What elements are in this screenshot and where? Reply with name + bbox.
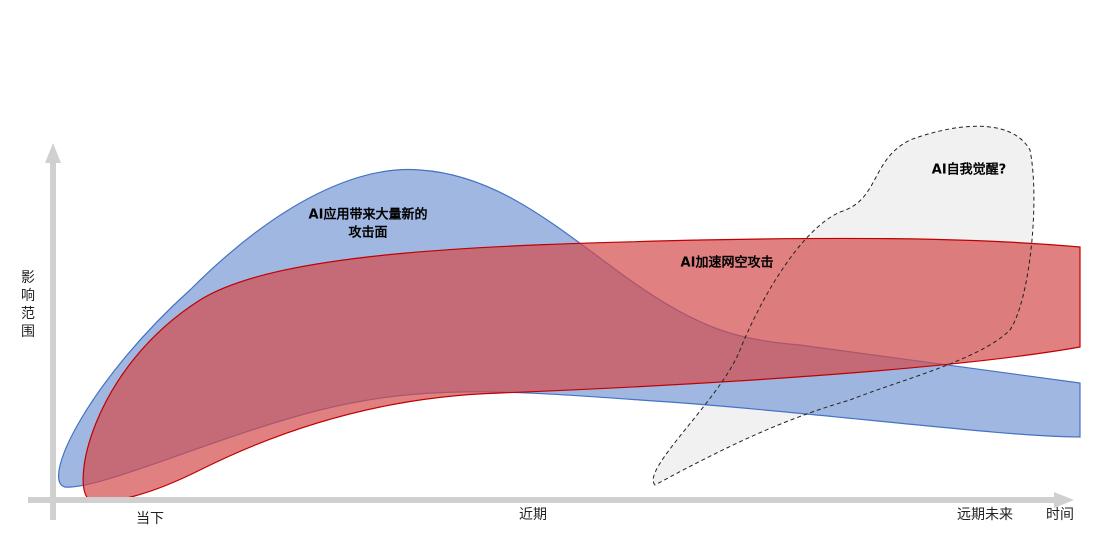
x-label: 当下 <box>136 511 164 527</box>
cloud-outline <box>652 125 1035 486</box>
y-axis-label: 影响范围 <box>21 270 35 340</box>
region-label: AI加速网空攻击 <box>681 255 774 271</box>
x-label: 近期 <box>519 507 547 523</box>
red-region <box>82 237 1081 502</box>
region-label: AI应用带来大量新的 <box>309 207 428 223</box>
region-label: 攻击面 <box>348 225 387 241</box>
x-axis-title: 时间 <box>1046 507 1074 523</box>
x-label: 远期未来 <box>957 507 1013 523</box>
y-axis-label-text: 影响范围 <box>21 270 35 340</box>
x-axis-arrow <box>1054 492 1074 508</box>
y-axis-arrow <box>45 143 61 163</box>
region-label: AI自我觉醒? <box>932 162 1006 178</box>
